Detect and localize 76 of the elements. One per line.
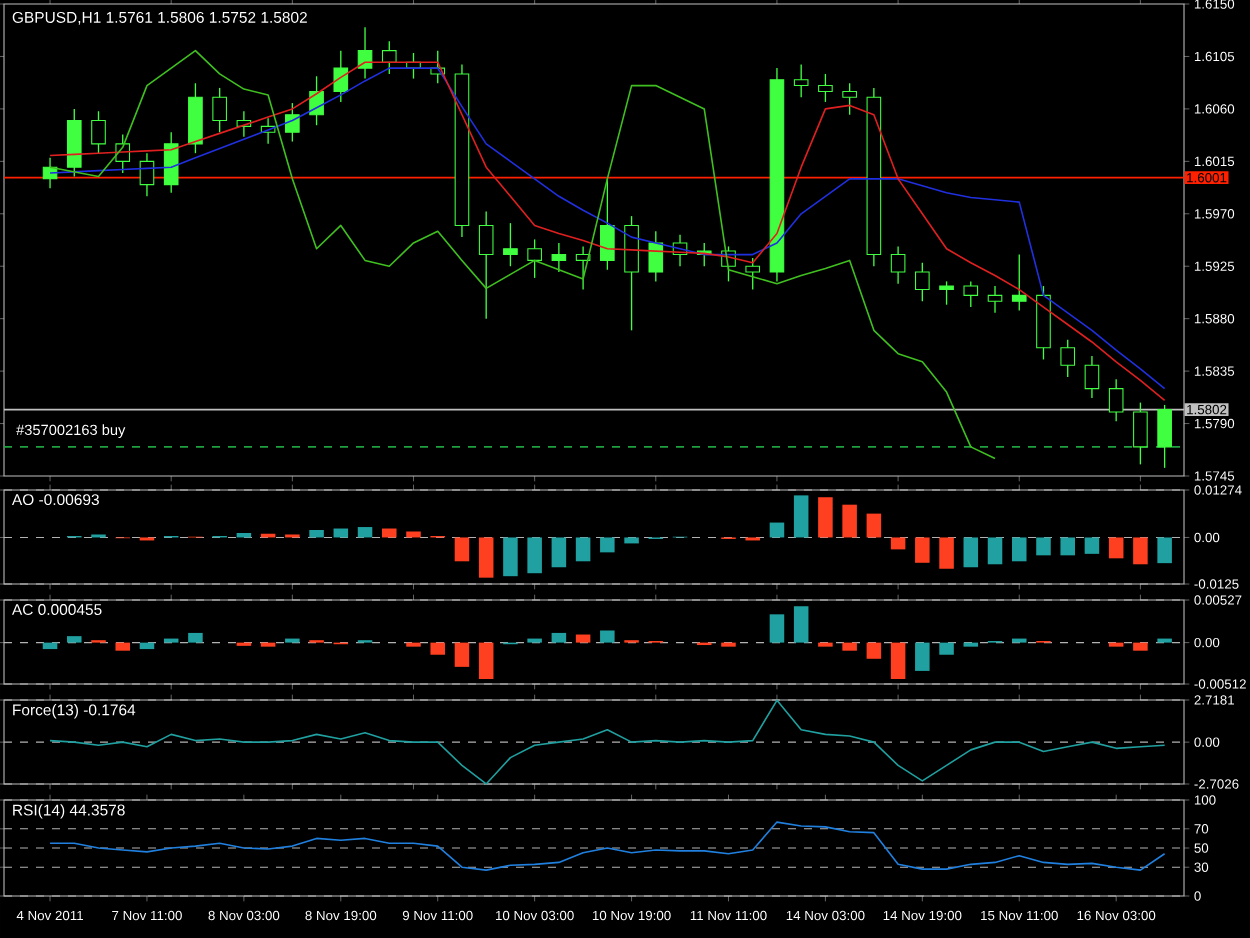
bar — [454, 642, 470, 667]
candlestick — [212, 87, 227, 133]
candlestick — [890, 245, 906, 285]
candlestick — [91, 110, 106, 154]
bar — [1036, 537, 1051, 556]
candlestick — [600, 178, 615, 271]
bar — [575, 537, 591, 562]
bar — [551, 632, 567, 643]
candlestick — [527, 238, 542, 279]
candlestick — [285, 102, 300, 143]
bar — [866, 642, 882, 659]
bar — [769, 614, 785, 643]
candlestick — [842, 82, 857, 116]
bar — [188, 632, 203, 643]
bar — [842, 504, 857, 538]
bar — [866, 513, 882, 538]
bar — [890, 537, 906, 550]
bar — [600, 537, 615, 553]
candlestick — [333, 49, 349, 103]
candlestick — [163, 131, 179, 194]
candlestick — [66, 108, 82, 178]
candlestick — [1157, 404, 1172, 469]
bar — [769, 522, 785, 538]
candlestick — [1084, 355, 1100, 399]
bar — [818, 497, 833, 538]
bar — [115, 642, 130, 651]
candlestick — [939, 280, 954, 306]
bar — [357, 527, 373, 538]
candlestick — [575, 245, 591, 291]
bar — [624, 537, 639, 544]
bar — [1084, 537, 1100, 554]
bar — [454, 537, 470, 562]
bar — [890, 642, 906, 679]
bar — [939, 642, 954, 655]
bar — [67, 636, 82, 643]
candlestick — [745, 257, 761, 291]
bar — [1157, 537, 1172, 564]
candlestick — [793, 63, 809, 98]
candlestick — [188, 82, 203, 154]
bar — [1133, 537, 1148, 565]
bar — [478, 642, 494, 679]
bar — [915, 642, 930, 671]
bar — [842, 642, 857, 651]
candlestick — [987, 285, 1003, 314]
bar — [381, 528, 397, 538]
bar — [430, 642, 445, 655]
bar — [1011, 537, 1027, 562]
candlestick — [1011, 253, 1027, 312]
bar — [1133, 642, 1148, 651]
candlestick — [551, 242, 567, 273]
bar — [963, 537, 979, 568]
bar — [503, 537, 518, 577]
candlestick — [915, 262, 930, 302]
candlestick — [503, 222, 518, 267]
bar — [793, 495, 809, 538]
bar — [600, 630, 615, 643]
bar — [987, 537, 1003, 565]
bar — [478, 537, 494, 578]
candlestick — [624, 215, 639, 331]
candlestick — [478, 210, 494, 320]
bar — [939, 537, 954, 569]
candlestick — [818, 73, 833, 103]
bar — [915, 537, 930, 563]
bar — [309, 530, 324, 538]
bar — [1108, 537, 1124, 559]
bar — [575, 634, 591, 643]
line-series — [49, 821, 1166, 871]
candlestick — [648, 230, 664, 283]
bar — [527, 537, 542, 574]
candlestick — [1133, 401, 1148, 466]
bar — [793, 606, 809, 643]
candlestick — [1060, 338, 1076, 378]
bar — [551, 537, 567, 568]
candlestick — [963, 280, 979, 308]
candlestick — [1108, 378, 1124, 422]
bar — [1060, 537, 1075, 556]
